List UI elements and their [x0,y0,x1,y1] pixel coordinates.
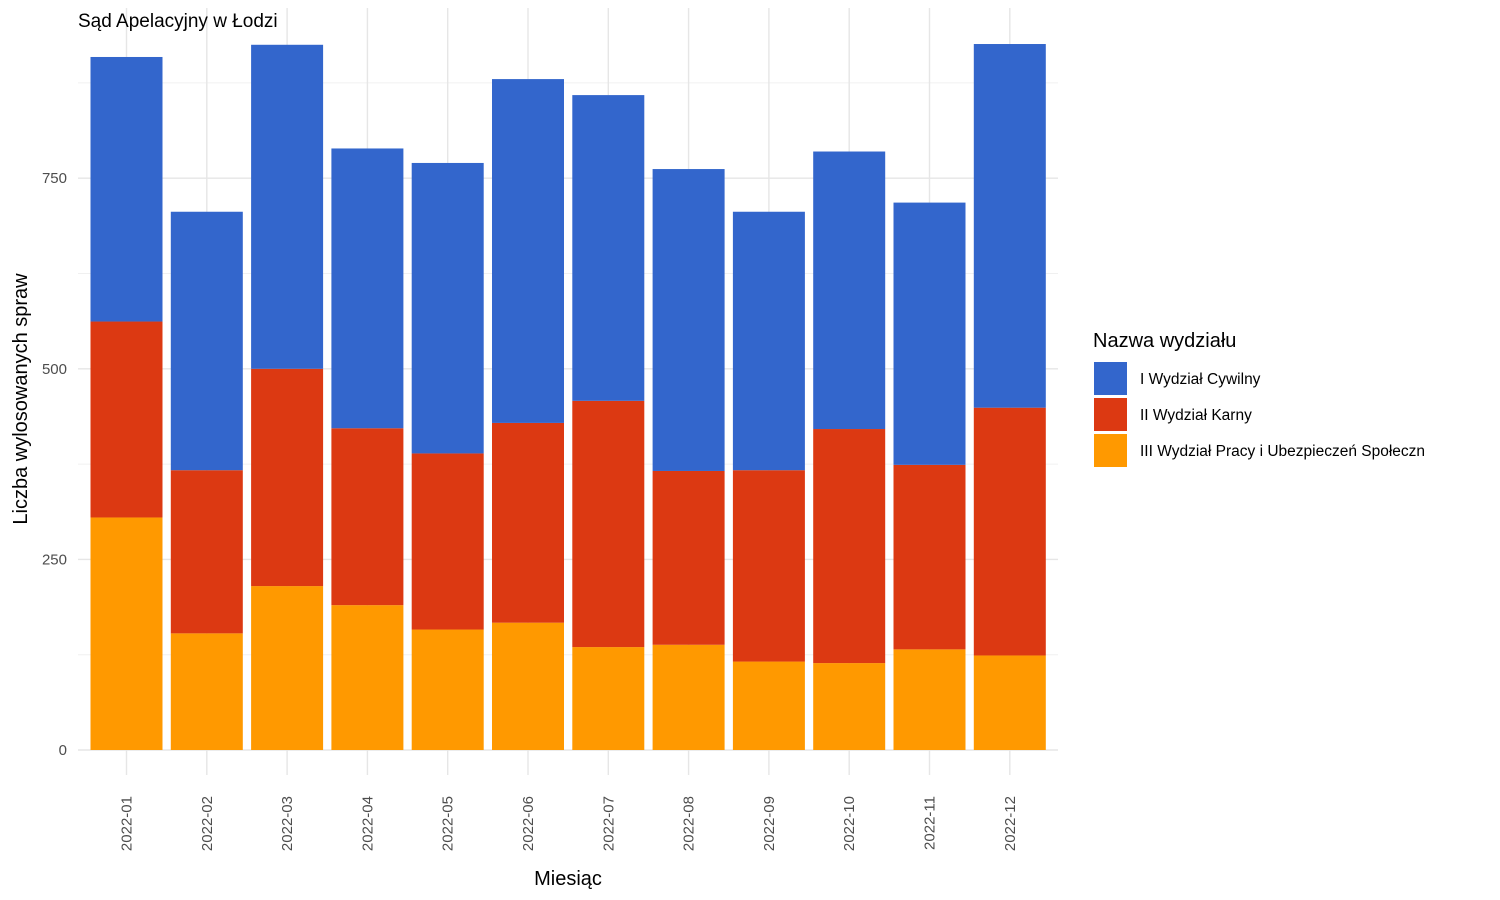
bar-segment: 2022-11 – II Wydział Karny: 242 [893,464,966,650]
bar-segment: 2022-09 – III Wydział Pracy i Ubezpiecze… [732,661,805,750]
bar-segment: 2022-10 – I Wydział Cywilny: 364 [813,151,886,430]
legend-label: III Wydział Pracy i Ubezpieczeń Społeczn [1140,443,1425,460]
bar-segment: 2022-09 – I Wydział Cywilny: 339 [732,211,805,471]
x-tick-label: 2022-07 [600,796,617,851]
x-tick-label: 2022-11 [922,796,939,850]
x-tick-label: 2022-10 [841,796,858,851]
bar-segment: 2022-02 – III Wydział Pracy i Ubezpiecze… [170,633,243,750]
bar-segment: 2022-03 – I Wydział Cywilny: 425 [251,44,324,369]
bars: 2022-01 – III Wydział Pracy i Ubezpiecze… [90,44,1046,750]
bar-segment: 2022-02 – I Wydział Cywilny: 339 [170,211,243,471]
x-axis-ticks: 2022-01 2022-02 2022-03 2022-04 2022-05 2022-… [119,796,1019,851]
bar-segment: 2022-12 – I Wydział Cywilny: 477 [973,44,1046,408]
bar-segment: 2022-03 – II Wydział Karny: 285 [251,368,324,587]
x-tick-label: 2022-02 [199,796,216,851]
bar-segment: 2022-04 – I Wydział Cywilny: 367 [331,148,404,429]
bar-segment: 2022-04 – III Wydział Pracy i Ubezpiecze… [331,605,404,750]
bar-segment: 2022-05 – III Wydział Pracy i Ubezpiecze… [411,629,484,750]
bar-segment: 2022-01 – III Wydział Pracy i Ubezpiecze… [90,517,163,750]
bar-segment: 2022-08 – I Wydział Cywilny: 396 [652,169,725,471]
bar-segment: 2022-06 – I Wydział Cywilny: 451 [492,79,564,423]
legend-label: I Wydział Cywilny [1140,371,1261,388]
legend-swatch [1094,362,1127,395]
bar-segment: 2022-05 – I Wydział Cywilny: 381 [411,162,484,454]
y-tick-label: 500 [42,361,67,378]
bar-segment: 2022-06 – III Wydział Pracy i Ubezpiecze… [492,622,564,750]
bar-segment: 2022-11 – I Wydział Cywilny: 344 [893,202,966,465]
bar-segment: 2022-03 – III Wydział Pracy i Ubezpiecze… [251,586,324,750]
bar-segment: 2022-11 – III Wydział Pracy i Ubezpiecze… [893,649,966,750]
legend-title: Nazwa wydziału [1093,330,1236,352]
bar-segment: 2022-10 – III Wydział Pracy i Ubezpiecze… [813,663,886,750]
bar-segment: 2022-12 – III Wydział Pracy i Ubezpiecze… [973,655,1046,750]
x-axis-title: Miesiąc [534,868,602,890]
bar-segment: 2022-05 – II Wydział Karny: 231 [411,453,484,630]
x-tick-label: 2022-09 [761,796,778,851]
x-tick-label: 2022-03 [279,796,296,851]
bar-segment: 2022-12 – II Wydział Karny: 325 [973,407,1046,656]
x-tick-label: 2022-01 [119,796,136,851]
bar-segment: 2022-07 – I Wydział Cywilny: 401 [572,95,645,401]
bar-segment: 2022-10 – II Wydział Karny: 307 [813,429,886,664]
y-tick-label: 250 [42,551,67,568]
y-axis-title: Liczba wylosowanych spraw [10,273,32,525]
x-tick-label: 2022-12 [1002,796,1019,851]
y-axis-ticks: 0 250 500 750 [42,170,67,759]
y-tick-label: 0 [59,742,67,759]
bar-segment: 2022-02 – II Wydział Karny: 214 [170,470,243,634]
x-tick-label: 2022-04 [359,796,376,851]
y-tick-label: 750 [42,170,67,187]
bar-segment: 2022-01 – I Wydział Cywilny: 347 [90,56,163,322]
bar-segment: 2022-01 – II Wydział Karny: 257 [90,321,163,518]
legend-label: II Wydział Karny [1140,407,1252,424]
x-tick-label: 2022-08 [681,796,698,851]
legend: Nazwa wydziału I Wydział Cywilny II Wydzi… [1093,330,1425,467]
legend-swatch [1094,398,1127,431]
bar-segment: 2022-06 – II Wydział Karny: 262 [492,422,564,623]
x-tick-label: 2022-05 [440,796,457,851]
bar-segment: 2022-09 – II Wydział Karny: 251 [732,470,805,662]
chart-title: Sąd Apelacyjny w Łodzi [78,11,278,32]
bar-segment: 2022-08 – III Wydział Pracy i Ubezpiecze… [652,644,725,750]
x-tick-label: 2022-06 [520,796,537,851]
bar-segment: 2022-07 – III Wydział Pracy i Ubezpiecze… [572,647,645,750]
bar-segment: 2022-08 – II Wydział Karny: 228 [652,470,725,645]
bar-segment: 2022-07 – II Wydział Karny: 323 [572,400,645,648]
legend-swatch [1094,434,1127,467]
bar-segment: 2022-04 – II Wydział Karny: 232 [331,428,404,606]
